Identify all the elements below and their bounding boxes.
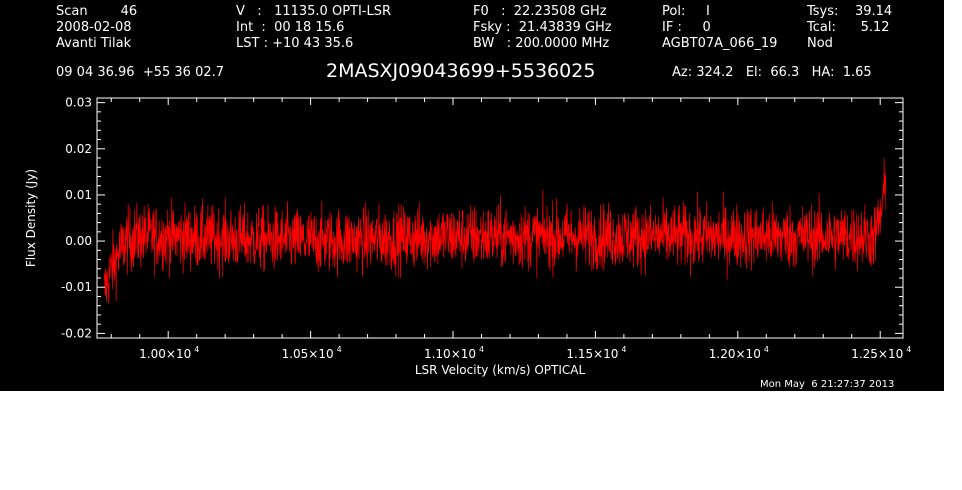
y-tick-label: -0.01 bbox=[61, 280, 92, 294]
y-tick-label: 0.03 bbox=[65, 96, 92, 110]
integration-label: Int : 00 18 15.6 bbox=[236, 20, 345, 35]
spectrum-panel: Scan 46 2008-02-08 Avanti Tilak V : 1113… bbox=[0, 0, 944, 391]
x-tick-exponent: 4 bbox=[906, 345, 911, 354]
polarization-label: Pol: I bbox=[662, 4, 710, 19]
plot-frame bbox=[96, 97, 904, 339]
date-label: 2008-02-08 bbox=[56, 20, 132, 35]
project-label: AGBT07A_066_19 bbox=[662, 36, 778, 51]
bandwidth-label: BW : 200.0000 MHz bbox=[473, 36, 610, 51]
x-tick-label: 1.15×10 bbox=[566, 347, 618, 361]
x-tick-exponent: 4 bbox=[337, 345, 342, 354]
tsys-label: Tsys: 39.14 bbox=[807, 4, 893, 19]
y-tick-label: 0.01 bbox=[65, 188, 92, 202]
axes-group: 1.00×10 4 1.05×10 4 1.10×10 4 1.15×10 4 1.20×10 4… bbox=[24, 96, 911, 377]
rest-frequency-label: F0 : 22.23508 GHz bbox=[473, 4, 607, 19]
if-label: IF : 0 bbox=[662, 20, 711, 35]
x-tick-label: 1.00×10 bbox=[139, 347, 191, 361]
observer-label: Avanti Tilak bbox=[56, 36, 132, 51]
x-tick-label: 1.25×10 bbox=[851, 347, 903, 361]
x-tick-exponent: 4 bbox=[194, 345, 199, 354]
x-tick-label: 1.05×10 bbox=[282, 347, 334, 361]
timestamp-label: Mon May 6 21:27:37 2013 bbox=[760, 379, 895, 390]
y-tick-label: 0.00 bbox=[65, 234, 92, 248]
x-tick-label: 1.10×10 bbox=[424, 347, 476, 361]
y-axis-label: Flux Density (Jy) bbox=[24, 169, 38, 267]
tcal-label: Tcal: 5.12 bbox=[807, 20, 890, 35]
spectrum-trace-line bbox=[103, 157, 887, 304]
y-tick-label: 0.02 bbox=[65, 142, 92, 156]
sky-frequency-label: Fsky : 21.43839 GHz bbox=[473, 20, 612, 35]
scan-label: Scan 46 bbox=[56, 4, 138, 19]
spectrum-chart: 1.00×10 4 1.05×10 4 1.10×10 4 1.15×10 4 1.20×10 4… bbox=[24, 96, 911, 377]
mode-label: Nod bbox=[807, 36, 833, 51]
x-tick-exponent: 4 bbox=[621, 345, 626, 354]
x-axis-label: LSR Velocity (km/s) OPTICAL bbox=[415, 363, 586, 377]
velocity-label: V : 11135.0 OPTI-LSR bbox=[236, 4, 392, 19]
source-title: 2MASXJ09043699+5536025 bbox=[326, 60, 596, 82]
x-tick-exponent: 4 bbox=[479, 345, 484, 354]
az-el-ha-label: Az: 324.2 El: 66.3 HA: 1.65 bbox=[672, 65, 872, 80]
x-tick-exponent: 4 bbox=[764, 345, 769, 354]
lst-label: LST : +10 43 35.6 bbox=[236, 36, 354, 51]
x-tick-label: 1.20×10 bbox=[709, 347, 761, 361]
coordinates-label: 09 04 36.96 +55 36 02.7 bbox=[56, 65, 225, 80]
y-tick-label: -0.02 bbox=[61, 326, 92, 340]
spectrum-trace-group bbox=[103, 157, 887, 304]
